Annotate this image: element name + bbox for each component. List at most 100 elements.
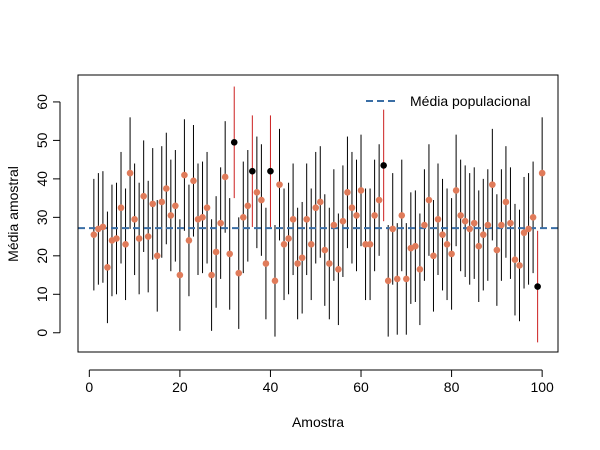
y-tick-label: 60 — [34, 94, 50, 110]
sample-mean-point — [511, 256, 519, 263]
sample-mean-point — [398, 212, 406, 219]
sample-mean-point — [330, 221, 338, 229]
sample-mean-point — [122, 240, 129, 248]
x-tick-label: 80 — [444, 379, 460, 395]
y-axis: 0 10 20 30 40 50 60 — [34, 94, 61, 337]
sample-mean-point — [362, 240, 369, 248]
x-tick-label: 20 — [172, 379, 188, 395]
sample-mean-point — [294, 260, 301, 267]
sample-mean-point — [289, 215, 297, 223]
sample-mean-point — [389, 225, 397, 233]
sample-mean-point — [185, 237, 193, 244]
sample-mean-point — [203, 204, 211, 212]
sample-mean-point — [416, 265, 424, 273]
sample-mean-point — [126, 169, 134, 177]
x-tick-label: 40 — [263, 379, 279, 395]
sample-mean-point — [520, 229, 528, 237]
y-tick-label: 40 — [34, 171, 50, 187]
sample-mean-point — [217, 219, 224, 227]
sample-mean-point — [529, 214, 537, 221]
confidence-intervals — [93, 86, 543, 343]
y-tick-label: 30 — [34, 209, 50, 225]
sample-mean-point — [167, 212, 175, 219]
x-tick-label: 100 — [530, 379, 554, 395]
sample-mean-point — [452, 187, 460, 194]
y-tick-label: 0 — [34, 329, 50, 337]
sample-mean-point — [384, 277, 392, 285]
sample-mean-point — [285, 235, 292, 242]
sample-mean-point — [303, 215, 310, 223]
sample-mean-point — [448, 250, 455, 258]
sample-mean-point — [339, 217, 347, 225]
sample-mean-point — [149, 200, 157, 208]
sample-mean-point — [457, 212, 464, 219]
sample-mean-point — [153, 252, 161, 260]
sample-mean-point — [484, 221, 492, 229]
sample-mean-point — [253, 189, 261, 196]
sample-mean-point — [307, 240, 315, 248]
sample-mean-point — [316, 198, 324, 206]
sample-mean-point — [348, 204, 356, 212]
sample-mean-point — [393, 275, 401, 283]
sample-mean-point — [439, 231, 446, 238]
sample-mean-point — [375, 196, 383, 204]
sample-mean-point — [489, 181, 496, 188]
sample-mean-point — [321, 246, 329, 254]
sample-mean-point — [507, 219, 514, 227]
sample-mean-point — [267, 167, 274, 175]
sample-mean-point — [172, 202, 179, 210]
x-axis: 0 20 40 60 80 100 — [85, 369, 554, 395]
sample-mean-point — [466, 225, 473, 233]
legend-label: Média populacional — [410, 93, 531, 109]
sample-mean-point — [425, 196, 433, 204]
sample-mean-point — [461, 217, 469, 225]
sample-mean-point — [176, 271, 184, 279]
sample-mean-point — [412, 242, 419, 250]
sample-mean-point — [371, 212, 378, 219]
sample-mean-point — [312, 204, 320, 212]
sample-mean-point — [470, 219, 478, 227]
x-axis-label: Amostra — [292, 414, 344, 430]
sample-mean-point — [99, 223, 107, 231]
sample-mean-point — [235, 269, 243, 277]
legend: Média populacional — [366, 93, 531, 109]
sample-mean-point — [479, 231, 487, 238]
sample-mean-point — [326, 260, 333, 267]
sample-mean-point — [244, 202, 252, 210]
sample-mean-point — [538, 169, 546, 177]
y-tick-label: 50 — [34, 132, 50, 148]
sample-mean-point — [366, 240, 374, 248]
sample-mean-point — [357, 187, 365, 194]
sample-mean-point — [158, 198, 166, 206]
sample-mean-point — [208, 271, 215, 279]
sample-mean-point — [181, 171, 188, 179]
sample-mean-point — [493, 246, 501, 254]
sample-mean-point — [258, 196, 265, 204]
y-tick-label: 20 — [34, 248, 50, 264]
sample-mean-point — [163, 185, 170, 192]
sample-mean-point — [475, 242, 483, 250]
sample-mean-point — [90, 231, 98, 238]
sample-mean-point — [190, 177, 197, 185]
x-tick-label: 60 — [353, 379, 369, 395]
sample-mean-point — [353, 212, 360, 219]
sample-mean-point — [144, 233, 152, 240]
sample-mean-point — [335, 265, 342, 273]
sample-mean-point — [502, 198, 510, 206]
sample-mean-point — [212, 248, 220, 256]
sample-mean-point — [271, 277, 279, 285]
sample-mean-point — [516, 262, 523, 269]
sample-mean-point — [280, 240, 288, 248]
sample-mean-point — [239, 214, 247, 221]
x-tick-label: 0 — [85, 379, 93, 395]
sample-means — [90, 139, 546, 290]
sample-mean-point — [131, 215, 138, 223]
sample-mean-point — [113, 235, 120, 242]
plot-frame — [77, 74, 559, 353]
sample-mean-point — [298, 254, 306, 262]
sample-mean-point — [380, 162, 387, 169]
sample-mean-point — [262, 260, 270, 267]
sample-mean-point — [104, 264, 111, 271]
y-axis-label: Média amostral — [5, 166, 21, 262]
sample-mean-point — [430, 252, 437, 260]
